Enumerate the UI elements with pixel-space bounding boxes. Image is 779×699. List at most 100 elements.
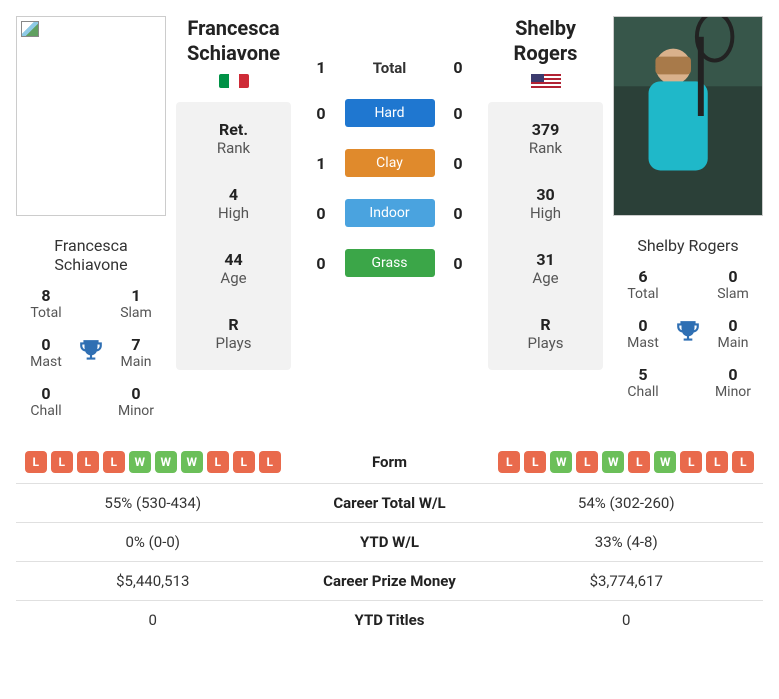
p2-minor: 0Minor xyxy=(715,365,751,400)
form-chip-w[interactable]: W xyxy=(181,451,203,473)
surface-badge-clay[interactable]: Clay xyxy=(345,149,435,177)
comparison-p1-value: $5,440,513 xyxy=(16,562,290,600)
h2h-row-total: 1Total0 xyxy=(301,58,478,77)
form-chip-l[interactable]: L xyxy=(732,451,754,473)
p2-age: 31Age xyxy=(496,250,595,287)
surface-badge-hard[interactable]: Hard xyxy=(345,99,435,127)
p1-slam: 1Slam xyxy=(120,286,152,321)
h2h-row-clay: 1Clay0 xyxy=(301,149,478,177)
p1-photo[interactable] xyxy=(16,16,166,216)
trophy-icon xyxy=(78,338,104,368)
p2-main: 0Main xyxy=(718,316,749,351)
p2-form: LLWLWLWLLL xyxy=(490,441,764,483)
h2h-p1-value: 0 xyxy=(301,104,341,123)
p1-total: 8Total xyxy=(30,286,61,321)
form-chip-l[interactable]: L xyxy=(25,451,47,473)
flag-usa-icon xyxy=(531,74,561,88)
form-chip-l[interactable]: L xyxy=(233,451,255,473)
comparison-p2-value: 33% (4-8) xyxy=(490,523,764,561)
comparison-label-form: Form xyxy=(290,443,490,481)
p1-player-column: Francesca Schiavone 8Total 1Slam 0Mast 7… xyxy=(16,16,166,419)
form-chip-w[interactable]: W xyxy=(155,451,177,473)
p2-photo[interactable] xyxy=(613,16,763,216)
p2-rank: 379Rank xyxy=(496,120,595,157)
p1-chall: 0Chall xyxy=(30,384,61,419)
p1-plays: RPlays xyxy=(184,315,283,352)
h2h-p2-value: 0 xyxy=(438,254,478,273)
p2-total: 6Total xyxy=(627,267,658,302)
h2h-label: Hard xyxy=(341,99,438,127)
comparison-row: 55% (530-434)Career Total W/L54% (302-26… xyxy=(16,484,763,523)
comparison-table: LLLLWWWLLL Form LLWLWLWLLL 55% (530-434)… xyxy=(16,441,763,639)
h2h-p2-value: 0 xyxy=(438,104,478,123)
comparison-label: Career Total W/L xyxy=(290,484,490,522)
p2-plays: RPlays xyxy=(496,315,595,352)
p2-high: 30High xyxy=(496,185,595,222)
h2h-p2-value: 0 xyxy=(438,58,478,77)
form-chip-l[interactable]: L xyxy=(524,451,546,473)
p1-title-stats: 8Total 1Slam 0Mast 7Main 0Chall 0Minor xyxy=(16,286,166,419)
form-chip-l[interactable]: L xyxy=(576,451,598,473)
surface-badge-grass[interactable]: Grass xyxy=(345,249,435,277)
form-chip-l[interactable]: L xyxy=(259,451,281,473)
h2h-p1-value: 1 xyxy=(301,154,341,173)
p2-title-stats: 6Total 0Slam 0Mast 0Main 5Chall 0Minor xyxy=(613,267,763,400)
comparison-p2-value: 54% (302-260) xyxy=(490,484,764,522)
h2h-label: Clay xyxy=(341,149,438,177)
h2h-label: Total xyxy=(341,59,438,77)
p2-stats-column: Shelby Rogers 379Rank 30High 31Age RPlay… xyxy=(488,16,603,419)
comparison-label: YTD W/L xyxy=(290,523,490,561)
form-chip-l[interactable]: L xyxy=(706,451,728,473)
comparison-row: 0YTD Titles0 xyxy=(16,601,763,639)
h2h-label: Grass xyxy=(341,249,438,277)
h2h-p1-value: 0 xyxy=(301,204,341,223)
top-section: Francesca Schiavone 8Total 1Slam 0Mast 7… xyxy=(16,16,763,419)
form-chip-l[interactable]: L xyxy=(628,451,650,473)
h2h-p1-value: 0 xyxy=(301,254,341,273)
h2h-row-hard: 0Hard0 xyxy=(301,99,478,127)
p2-statboxes: 379Rank 30High 31Age RPlays xyxy=(488,102,603,370)
form-chip-l[interactable]: L xyxy=(498,451,520,473)
h2h-p2-value: 0 xyxy=(438,154,478,173)
h2h-row-indoor: 0Indoor0 xyxy=(301,199,478,227)
p1-stats-column: Francesca Schiavone Ret.Rank 4High 44Age… xyxy=(176,16,291,419)
comparison-label: YTD Titles xyxy=(290,601,490,639)
p1-mast: 0Mast xyxy=(30,335,62,370)
form-chip-w[interactable]: W xyxy=(129,451,151,473)
p1-name-block[interactable]: Francesca Schiavone xyxy=(176,16,291,88)
form-chip-w[interactable]: W xyxy=(602,451,624,473)
p2-chall: 5Chall xyxy=(627,365,658,400)
p1-statboxes: Ret.Rank 4High 44Age RPlays xyxy=(176,102,291,370)
comparison-p1-value: 0 xyxy=(16,601,290,639)
p1-name-under[interactable]: Francesca Schiavone xyxy=(16,236,166,274)
form-chip-w[interactable]: W xyxy=(654,451,676,473)
h2h-p1-value: 1 xyxy=(301,58,341,77)
p1-form: LLLLWWWLLL xyxy=(16,441,290,483)
p2-slam: 0Slam xyxy=(717,267,749,302)
comparison-p1-value: 55% (530-434) xyxy=(16,484,290,522)
form-chip-l[interactable]: L xyxy=(207,451,229,473)
p2-player-column: Shelby Rogers 6Total 0Slam 0Mast 0Main 5… xyxy=(613,16,763,419)
h2h-column: 1Total00Hard01Clay00Indoor00Grass0 xyxy=(301,16,478,419)
h2h-p2-value: 0 xyxy=(438,204,478,223)
comparison-p2-value: $3,774,617 xyxy=(490,562,764,600)
form-chip-l[interactable]: L xyxy=(51,451,73,473)
form-chip-l[interactable]: L xyxy=(103,451,125,473)
form-chip-l[interactable]: L xyxy=(680,451,702,473)
form-chip-l[interactable]: L xyxy=(77,451,99,473)
comparison-row: $5,440,513Career Prize Money$3,774,617 xyxy=(16,562,763,601)
p2-name-under[interactable]: Shelby Rogers xyxy=(613,236,763,255)
surface-badge-indoor[interactable]: Indoor xyxy=(345,199,435,227)
comparison-p2-value: 0 xyxy=(490,601,764,639)
trophy-icon xyxy=(675,319,701,349)
comparison-row: 0% (0-0)YTD W/L33% (4-8) xyxy=(16,523,763,562)
form-chip-w[interactable]: W xyxy=(550,451,572,473)
p2-name-block[interactable]: Shelby Rogers xyxy=(488,16,603,88)
p2-mast: 0Mast xyxy=(627,316,659,351)
comparison-label: Career Prize Money xyxy=(290,562,490,600)
p1-high: 4High xyxy=(184,185,283,222)
comparison-row-form: LLLLWWWLLL Form LLWLWLWLLL xyxy=(16,441,763,484)
p1-main: 7Main xyxy=(121,335,152,370)
p1-age: 44Age xyxy=(184,250,283,287)
h2h-row-grass: 0Grass0 xyxy=(301,249,478,277)
